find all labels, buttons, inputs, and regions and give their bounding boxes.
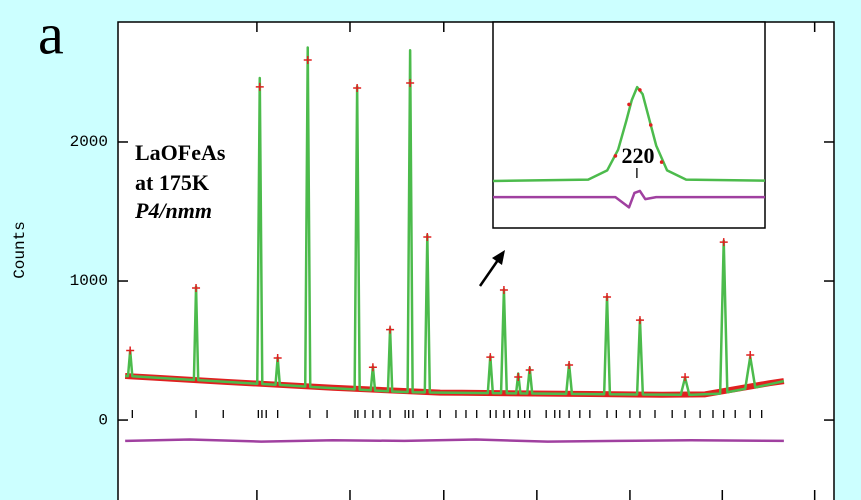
series-line — [493, 189, 765, 209]
series-line — [492, 85, 766, 183]
obs-point — [627, 102, 631, 107]
obs-point — [659, 160, 664, 164]
obs-point — [525, 366, 534, 375]
annotation: 220 — [622, 143, 655, 168]
obs-point — [273, 354, 282, 363]
obs-point — [499, 286, 508, 295]
obs-point — [192, 283, 201, 292]
obs-point — [613, 154, 618, 158]
y-tick-label: 1000 — [70, 272, 108, 290]
obs-point — [565, 360, 574, 369]
obs-point — [603, 293, 612, 302]
obs-point — [368, 363, 377, 372]
obs-point — [255, 82, 264, 91]
series-line — [125, 438, 784, 443]
obs-point — [386, 325, 395, 334]
annotation: at 175K — [135, 170, 209, 195]
obs-point — [746, 350, 755, 359]
obs-point — [303, 55, 312, 64]
annotation: LaOFeAs — [135, 140, 226, 165]
obs-point — [648, 123, 653, 127]
arrow — [478, 259, 500, 287]
y-tick-label: 0 — [98, 411, 108, 429]
obs-point — [514, 372, 523, 381]
panel-label: a — [38, 1, 64, 66]
obs-point — [406, 79, 415, 88]
obs-point — [638, 88, 642, 92]
obs-point — [635, 316, 644, 325]
y-axis-label: Counts — [11, 221, 29, 279]
obs-point — [681, 373, 690, 382]
arrow-head — [492, 250, 505, 265]
inset-box — [492, 21, 766, 229]
obs-point — [353, 84, 362, 93]
obs-point — [719, 238, 728, 247]
obs-point — [423, 232, 432, 241]
series-line — [125, 46, 785, 397]
annotation: P4/nmm — [134, 198, 212, 223]
obs-point — [486, 353, 495, 362]
y-tick-label: 2000 — [70, 133, 108, 151]
obs-point — [126, 346, 135, 355]
